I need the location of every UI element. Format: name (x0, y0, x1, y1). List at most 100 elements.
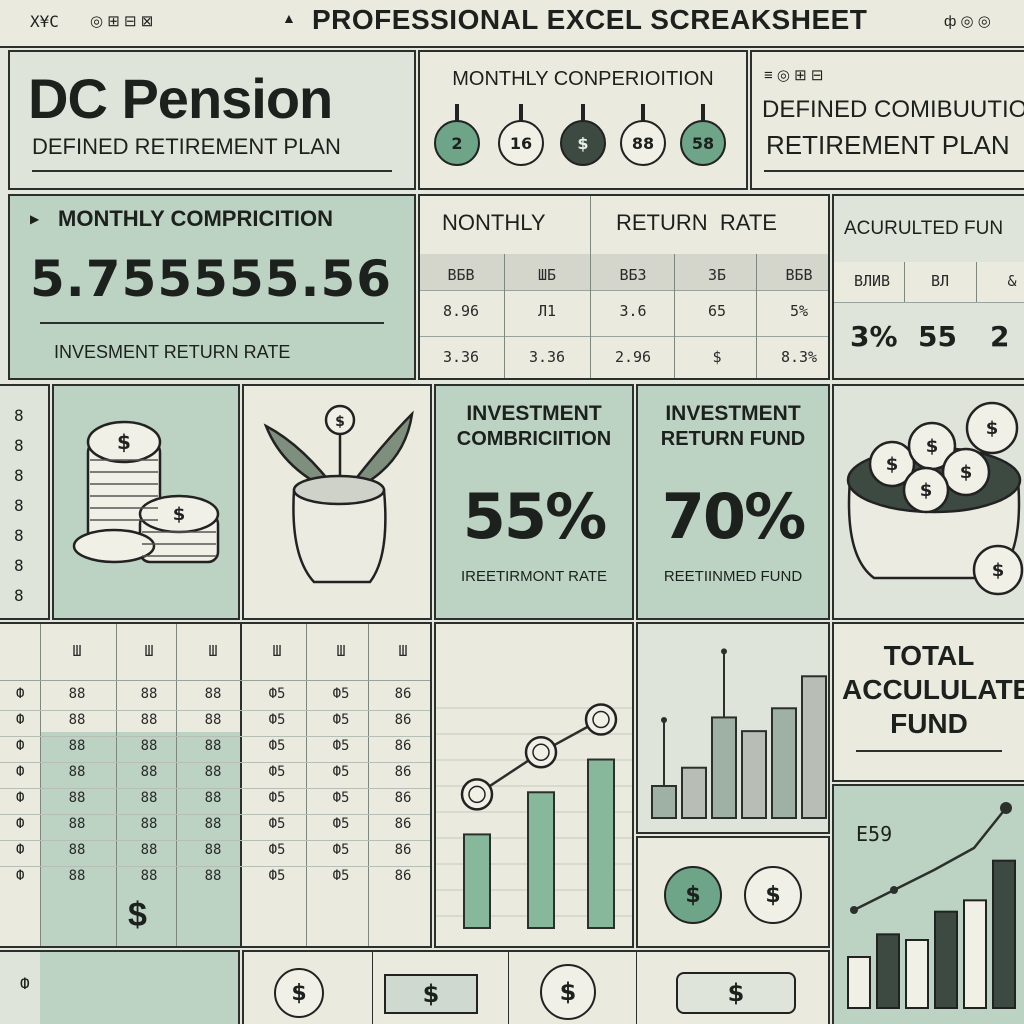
table-cell[interactable]: 3.36 (442, 348, 480, 366)
ledger-cell[interactable]: Ф5 (268, 686, 286, 702)
ledger-cell[interactable]: 88 (140, 842, 158, 858)
ledger-cell[interactable]: 88 (140, 712, 158, 728)
ledger-cell[interactable]: 88 (204, 790, 222, 806)
divider (176, 624, 177, 946)
svg-text:$: $ (117, 430, 131, 454)
side-marker: 8 (14, 466, 24, 485)
bar (847, 956, 871, 1009)
investment-contribution-line2: COMBRICIITION (456, 428, 612, 450)
ledger-cell[interactable]: 88 (68, 738, 86, 754)
bar-pin-head (661, 717, 667, 723)
table-cell[interactable]: 8.3% (780, 348, 818, 366)
table-cell[interactable]: 5% (789, 302, 809, 320)
divider (976, 262, 977, 302)
table-row[interactable]: 3.36 3.36 2.96 $8.3% (420, 336, 828, 378)
ledger-cell[interactable]: 86 (394, 712, 412, 728)
row-marker: Ф (16, 738, 25, 754)
ledger-cell[interactable]: Ф5 (332, 790, 350, 806)
ledger-cell[interactable]: Ф5 (332, 868, 350, 884)
ledger-cell[interactable]: 86 (394, 816, 412, 832)
table-cell[interactable]: ВБЗ (619, 266, 647, 284)
ledger-cell[interactable]: 88 (204, 712, 222, 728)
table-cell[interactable]: 8.96 (442, 302, 480, 320)
table-cell[interactable]: 3.36 (528, 348, 566, 366)
table-cell[interactable]: ЗБ (707, 266, 727, 284)
table-cell[interactable]: 2.96 (614, 348, 652, 366)
ledger-cell[interactable]: 86 (394, 790, 412, 806)
ledger-cell[interactable]: 88 (140, 790, 158, 806)
banknote-icon: $ (384, 974, 478, 1014)
ledger-cell[interactable]: 88 (68, 816, 86, 832)
table-cell[interactable]: $ (712, 348, 722, 366)
ledger-cell[interactable]: 88 (204, 764, 222, 780)
divider (590, 254, 591, 290)
table-cell[interactable]: 3.6 (619, 302, 647, 320)
ledger-shade (40, 894, 240, 946)
ledger-cell[interactable]: 88 (140, 868, 158, 884)
ledger-cell[interactable]: 88 (68, 764, 86, 780)
ledger-cell[interactable]: 88 (68, 842, 86, 858)
ledger-cell[interactable]: 88 (140, 816, 158, 832)
ledger-cell[interactable]: 86 (394, 842, 412, 858)
bar (992, 859, 1016, 1009)
money-pot-panel: $ $ $ $ $ $ (832, 384, 1024, 620)
ledger-cell[interactable]: Ф5 (332, 712, 350, 728)
svg-text:$: $ (986, 418, 999, 439)
ledger-cell[interactable]: 88 (140, 738, 158, 754)
money-pot-icon: $ $ $ $ $ $ (846, 401, 1024, 596)
ledger-cell[interactable]: Ф5 (268, 816, 286, 832)
ledger-cell[interactable]: 88 (204, 816, 222, 832)
plant-panel: $ (242, 384, 432, 620)
coin-icon: $ (560, 120, 606, 166)
ledger-cell[interactable]: 88 (140, 764, 158, 780)
ledger-cell[interactable]: 88 (68, 686, 86, 702)
ledger-cell[interactable]: Ф5 (268, 868, 286, 884)
bullet-icon: ▶ (30, 212, 40, 226)
row-marker: Ф (20, 974, 30, 993)
ledger-cell[interactable]: Ф5 (268, 738, 286, 754)
ledger-cell[interactable]: 86 (394, 738, 412, 754)
svg-text:$: $ (173, 504, 186, 525)
ledger-cell[interactable]: 88 (68, 790, 86, 806)
divider (756, 290, 757, 336)
ledger-cell[interactable]: Ф5 (268, 712, 286, 728)
ledger-cell[interactable]: Ф5 (332, 764, 350, 780)
divider (504, 254, 505, 290)
ledger-cell[interactable]: 88 (204, 686, 222, 702)
ledger-cell[interactable]: Ф5 (332, 738, 350, 754)
table-cell[interactable]: ВБВ (447, 266, 475, 284)
defined-line1: DEFINED COMIBUUTIO (762, 96, 1024, 123)
defined-panel: ≡ ◎ ⊞ ⊟ DEFINED COMIBUUTIO RETIREMENT PL… (750, 50, 1024, 190)
svg-text:$: $ (920, 480, 933, 501)
ledger-cell[interactable]: Ф5 (332, 686, 350, 702)
divider (0, 814, 430, 815)
ledger-cell[interactable]: Ф5 (268, 790, 286, 806)
ledger-cell[interactable]: 88 (204, 868, 222, 884)
ledger-cell[interactable]: Ф5 (332, 842, 350, 858)
ledger-cell[interactable]: 88 (68, 868, 86, 884)
table-row[interactable]: 8.96 Л1 3.6 65 5% (420, 290, 828, 336)
table-cell[interactable]: ШБ (537, 266, 557, 284)
ledger-cell[interactable]: 88 (68, 712, 86, 728)
ledger-cell[interactable]: 86 (394, 686, 412, 702)
ledger-cell[interactable]: Ф5 (332, 816, 350, 832)
header-left-icons[interactable]: ◎ ⊞ ⊟ ⊠ (90, 13, 154, 30)
pin-icon (701, 104, 705, 122)
ledger-cell[interactable]: 86 (394, 764, 412, 780)
coin-marker-ring (532, 743, 550, 762)
ledger-cell[interactable]: 88 (140, 686, 158, 702)
ledger-cell[interactable]: Ф5 (268, 842, 286, 858)
contribution-value: 5.755555.56 (30, 250, 393, 308)
table-cell[interactable]: Л1 (537, 302, 557, 320)
coin-row: 2 16 $88 58 (420, 104, 746, 178)
header-right-icons[interactable]: ф ◎ ◎ (944, 13, 991, 30)
bar (876, 933, 900, 1009)
ledger-cell[interactable]: 86 (394, 868, 412, 884)
table-cell[interactable]: 65 (707, 302, 727, 320)
ledger-cell[interactable]: Ф5 (268, 764, 286, 780)
ledger-cell[interactable]: 88 (204, 842, 222, 858)
table-cell[interactable]: ВБВ (785, 266, 813, 284)
bar (527, 791, 555, 929)
trend-line (853, 807, 1007, 912)
ledger-cell[interactable]: 88 (204, 738, 222, 754)
